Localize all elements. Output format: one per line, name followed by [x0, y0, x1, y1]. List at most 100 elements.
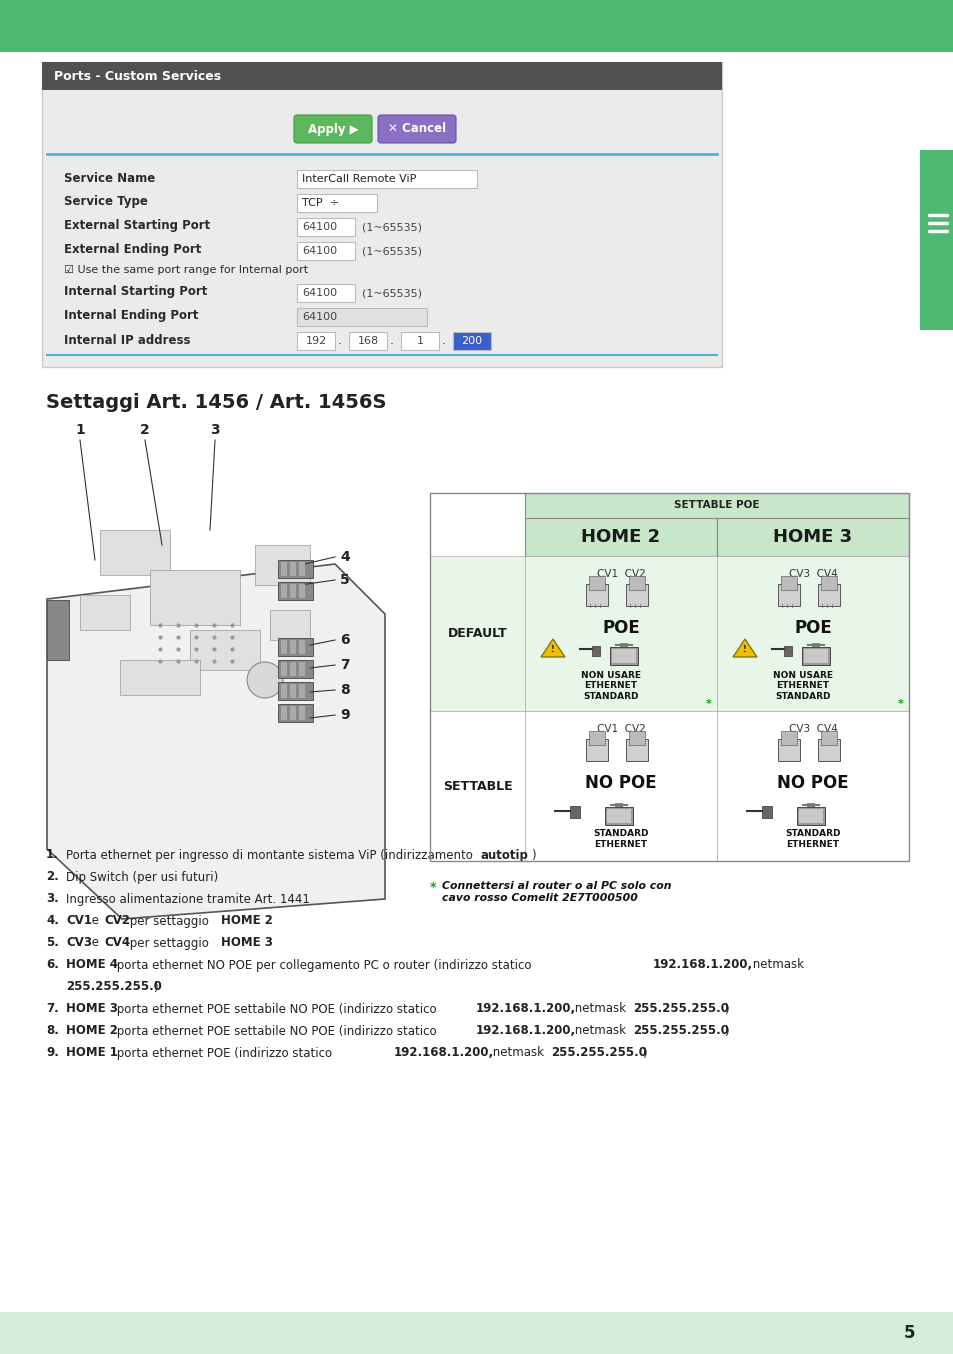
Bar: [281, 662, 287, 676]
Text: 255.255.255.0: 255.255.255.0: [633, 1002, 728, 1016]
Text: 64100: 64100: [302, 222, 336, 232]
Bar: [281, 584, 287, 598]
Text: netmask: netmask: [571, 1025, 629, 1037]
Bar: [625, 584, 647, 607]
Text: 255.255.255.0: 255.255.255.0: [633, 1025, 728, 1037]
Bar: [524, 556, 717, 711]
Text: porta ethernet NO POE per collegamento PC o router (indirizzo statico: porta ethernet NO POE per collegamento P…: [112, 959, 535, 972]
Bar: [453, 332, 491, 349]
Text: CV1: CV1: [66, 914, 91, 927]
Bar: [296, 194, 376, 213]
Text: netmask: netmask: [571, 1002, 629, 1016]
Bar: [606, 808, 630, 823]
Text: e: e: [88, 937, 103, 949]
Text: NON USARE
ETHERNET
STANDARD: NON USARE ETHERNET STANDARD: [772, 672, 832, 701]
Circle shape: [247, 662, 283, 699]
Bar: [281, 684, 287, 699]
Bar: [778, 739, 800, 761]
Bar: [290, 562, 295, 575]
Text: 192.168.1.200,: 192.168.1.200,: [476, 1002, 576, 1016]
Polygon shape: [732, 639, 757, 657]
Bar: [100, 529, 170, 575]
Text: porta ethernet POE settabile NO POE (indirizzo statico: porta ethernet POE settabile NO POE (ind…: [112, 1002, 440, 1016]
Text: TCP  ÷: TCP ÷: [302, 198, 338, 209]
Bar: [296, 284, 355, 302]
Text: 64100: 64100: [302, 311, 336, 322]
Bar: [612, 649, 636, 663]
Bar: [524, 519, 717, 556]
Text: 9: 9: [339, 708, 349, 722]
Bar: [585, 584, 607, 607]
Bar: [190, 630, 260, 670]
Bar: [296, 171, 476, 188]
Text: porta ethernet POE (indirizzo statico: porta ethernet POE (indirizzo statico: [112, 1047, 335, 1059]
Text: 200: 200: [461, 336, 482, 347]
Text: 6.: 6.: [46, 959, 59, 972]
Bar: [821, 575, 836, 590]
Bar: [80, 594, 130, 630]
Text: ): ): [723, 1002, 728, 1016]
Bar: [281, 562, 287, 575]
Text: 168: 168: [357, 336, 378, 347]
Bar: [298, 640, 305, 654]
Bar: [524, 493, 908, 519]
Bar: [625, 739, 647, 761]
Text: per settaggio: per settaggio: [126, 937, 213, 949]
Text: ): ): [152, 980, 157, 994]
Text: 255.255.255.0: 255.255.255.0: [551, 1047, 646, 1059]
Text: STANDARD
ETHERNET: STANDARD ETHERNET: [593, 829, 648, 849]
Text: HOME 1: HOME 1: [66, 1047, 118, 1059]
Bar: [296, 218, 355, 236]
Text: SETTABLE: SETTABLE: [442, 780, 512, 792]
Text: Service Name: Service Name: [64, 172, 155, 184]
Bar: [778, 584, 800, 607]
Bar: [588, 575, 604, 590]
Text: porta ethernet POE settabile NO POE (indirizzo statico: porta ethernet POE settabile NO POE (ind…: [112, 1025, 440, 1037]
Text: 9.: 9.: [46, 1047, 59, 1059]
Text: Porta ethernet per ingresso di montante sistema ViP (indirizzamento: Porta ethernet per ingresso di montante …: [66, 849, 476, 861]
Bar: [47, 600, 69, 659]
Text: CV3: CV3: [66, 937, 91, 949]
Bar: [277, 582, 313, 600]
Bar: [290, 584, 295, 598]
Text: ): ): [723, 1025, 728, 1037]
Bar: [277, 659, 313, 678]
Text: 192: 192: [305, 336, 326, 347]
Bar: [0, 0, 953, 51]
Bar: [717, 556, 908, 711]
Text: (1~65535): (1~65535): [361, 288, 421, 298]
Text: HOME 3: HOME 3: [773, 528, 852, 546]
Bar: [349, 332, 387, 349]
Text: ✕ Cancel: ✕ Cancel: [388, 122, 446, 135]
Text: POE: POE: [601, 619, 639, 636]
Text: CV2: CV2: [104, 914, 130, 927]
Text: Internal Ending Port: Internal Ending Port: [64, 310, 198, 322]
Text: *: *: [430, 881, 436, 894]
Text: 8.: 8.: [46, 1025, 59, 1037]
Text: 1: 1: [75, 422, 85, 437]
Bar: [150, 570, 240, 626]
Bar: [761, 806, 771, 818]
Text: Dip Switch (per usi futuri): Dip Switch (per usi futuri): [66, 871, 218, 884]
Text: 1: 1: [416, 336, 423, 347]
Text: .: .: [390, 334, 394, 348]
Bar: [781, 731, 796, 745]
Text: autotip: autotip: [480, 849, 528, 861]
Bar: [801, 647, 829, 665]
Text: Apply ▶: Apply ▶: [308, 122, 358, 135]
Bar: [298, 562, 305, 575]
Text: *: *: [705, 699, 711, 709]
Bar: [298, 584, 305, 598]
Bar: [796, 807, 824, 825]
Text: 64100: 64100: [302, 246, 336, 256]
Bar: [524, 711, 717, 861]
Bar: [919, 150, 953, 330]
Bar: [0, 1312, 953, 1354]
Text: HOME 2: HOME 2: [66, 1025, 118, 1037]
Bar: [430, 711, 524, 861]
Bar: [430, 493, 908, 861]
Bar: [821, 731, 836, 745]
Bar: [628, 731, 644, 745]
Text: CV1  CV2: CV1 CV2: [596, 569, 644, 580]
Bar: [277, 682, 313, 700]
